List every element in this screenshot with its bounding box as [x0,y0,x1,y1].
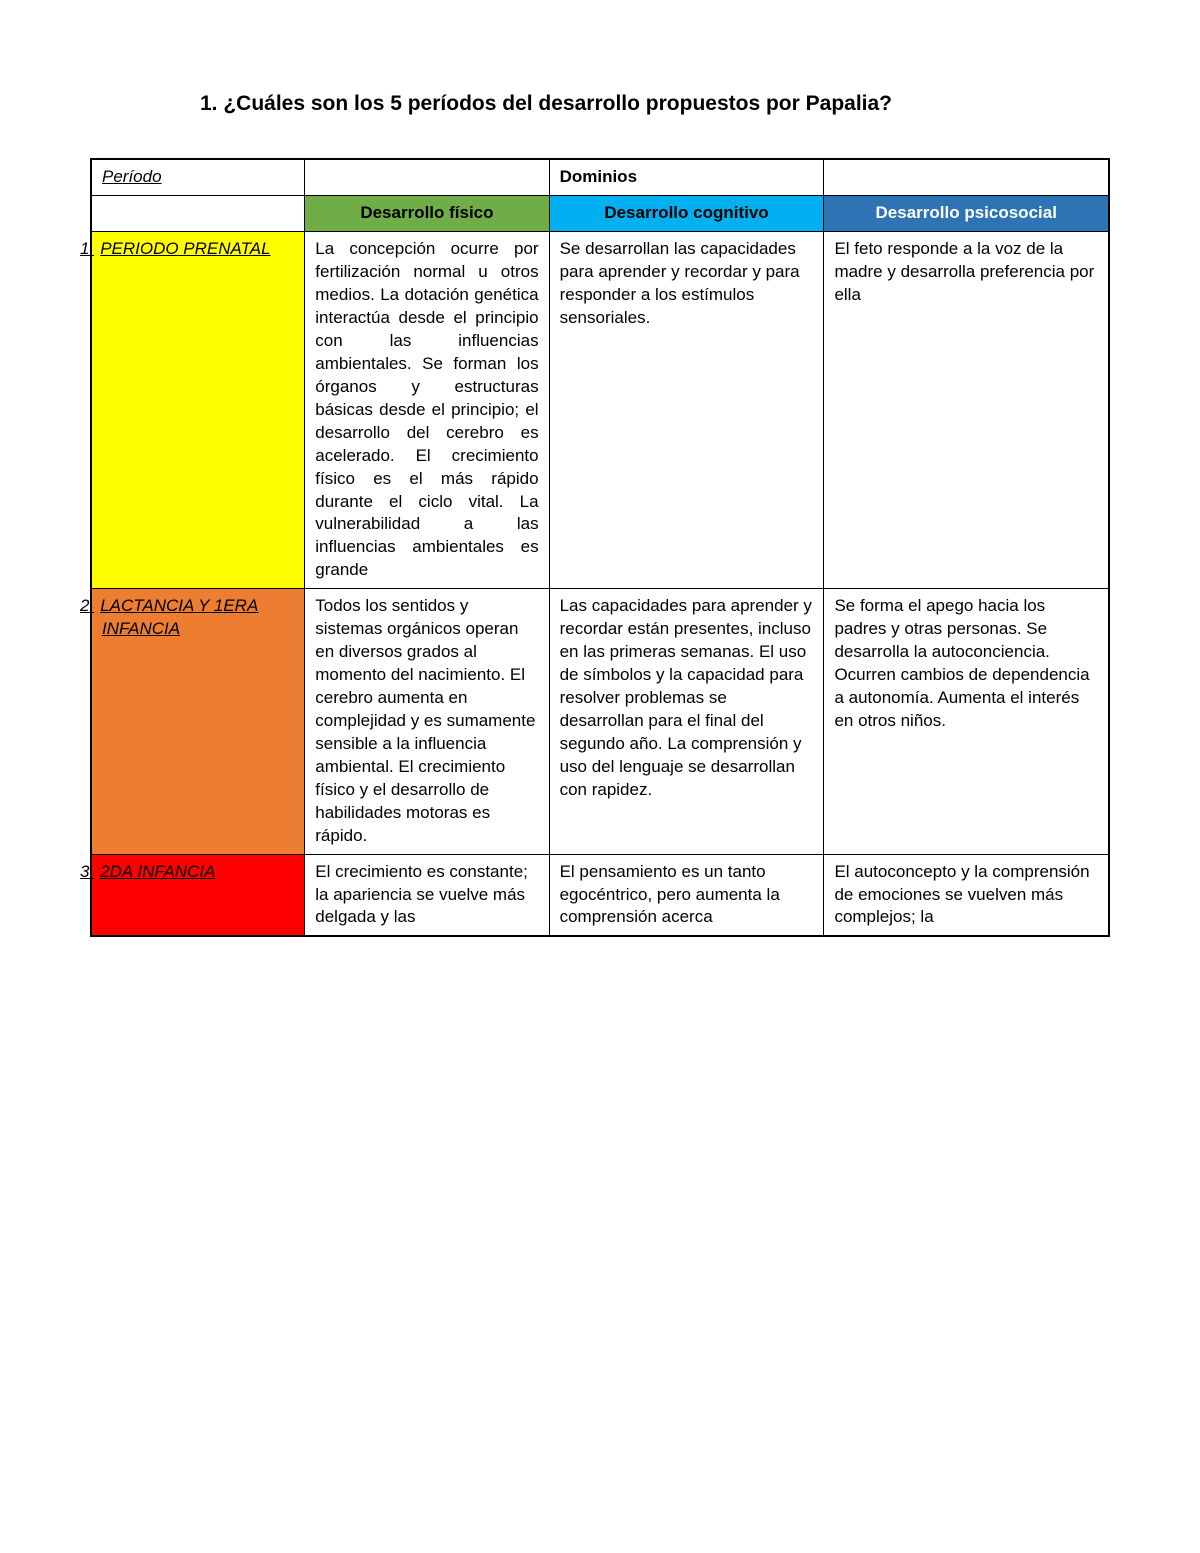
period-label-cell: 3.2DA INFANCIA [91,854,305,936]
period-name: PERIODO PRENATAL [100,239,270,258]
period-number: 1. [80,239,94,258]
header-periodo: Período [91,159,305,195]
period-number: 3. [80,862,94,881]
table-header-row-1: Período Dominios [91,159,1109,195]
table-row: 3.2DA INFANCIA El crecimiento es constan… [91,854,1109,936]
cell-cognitivo: Las capacidades para aprender y recordar… [549,589,824,854]
cell-fisico: La concepción ocurre por fertilización n… [305,232,549,589]
cell-psicosocial: El autoconcepto y la comprensión de emoc… [824,854,1109,936]
header-fisico: Desarrollo físico [305,196,549,232]
period-name: LACTANCIA Y 1ERA INFANCIA [100,596,258,638]
header-cognitivo: Desarrollo cognitivo [549,196,824,232]
cell-cognitivo: Se desarrollan las capacidades para apre… [549,232,824,589]
period-name: 2DA INFANCIA [100,862,215,881]
table-row: 2.LACTANCIA Y 1ERA INFANCIA Todos los se… [91,589,1109,854]
table-row: 1.PERIODO PRENATAL La concepción ocurre … [91,232,1109,589]
cell-fisico: El crecimiento es constante; la aparienc… [305,854,549,936]
header-blank-1 [305,159,549,195]
table-header-row-2: Desarrollo físico Desarrollo cognitivo D… [91,196,1109,232]
header-blank-2 [824,159,1109,195]
development-periods-table: Período Dominios Desarrollo físico Desar… [90,158,1110,937]
document-page: 1. ¿Cuáles son los 5 períodos del desarr… [0,0,1200,937]
page-heading: 1. ¿Cuáles son los 5 períodos del desarr… [200,90,960,118]
cell-fisico: Todos los sentidos y sistemas orgánicos … [305,589,549,854]
cell-cognitivo: El pensamiento es un tanto egocéntrico, … [549,854,824,936]
header-psicosocial: Desarrollo psicosocial [824,196,1109,232]
period-number: 2. [80,596,94,615]
cell-psicosocial: El feto responde a la voz de la madre y … [824,232,1109,589]
period-label-cell: 1.PERIODO PRENATAL [91,232,305,589]
header-blank-3 [91,196,305,232]
header-dominios: Dominios [549,159,824,195]
cell-psicosocial: Se forma el apego hacia los padres y otr… [824,589,1109,854]
period-label-cell: 2.LACTANCIA Y 1ERA INFANCIA [91,589,305,854]
